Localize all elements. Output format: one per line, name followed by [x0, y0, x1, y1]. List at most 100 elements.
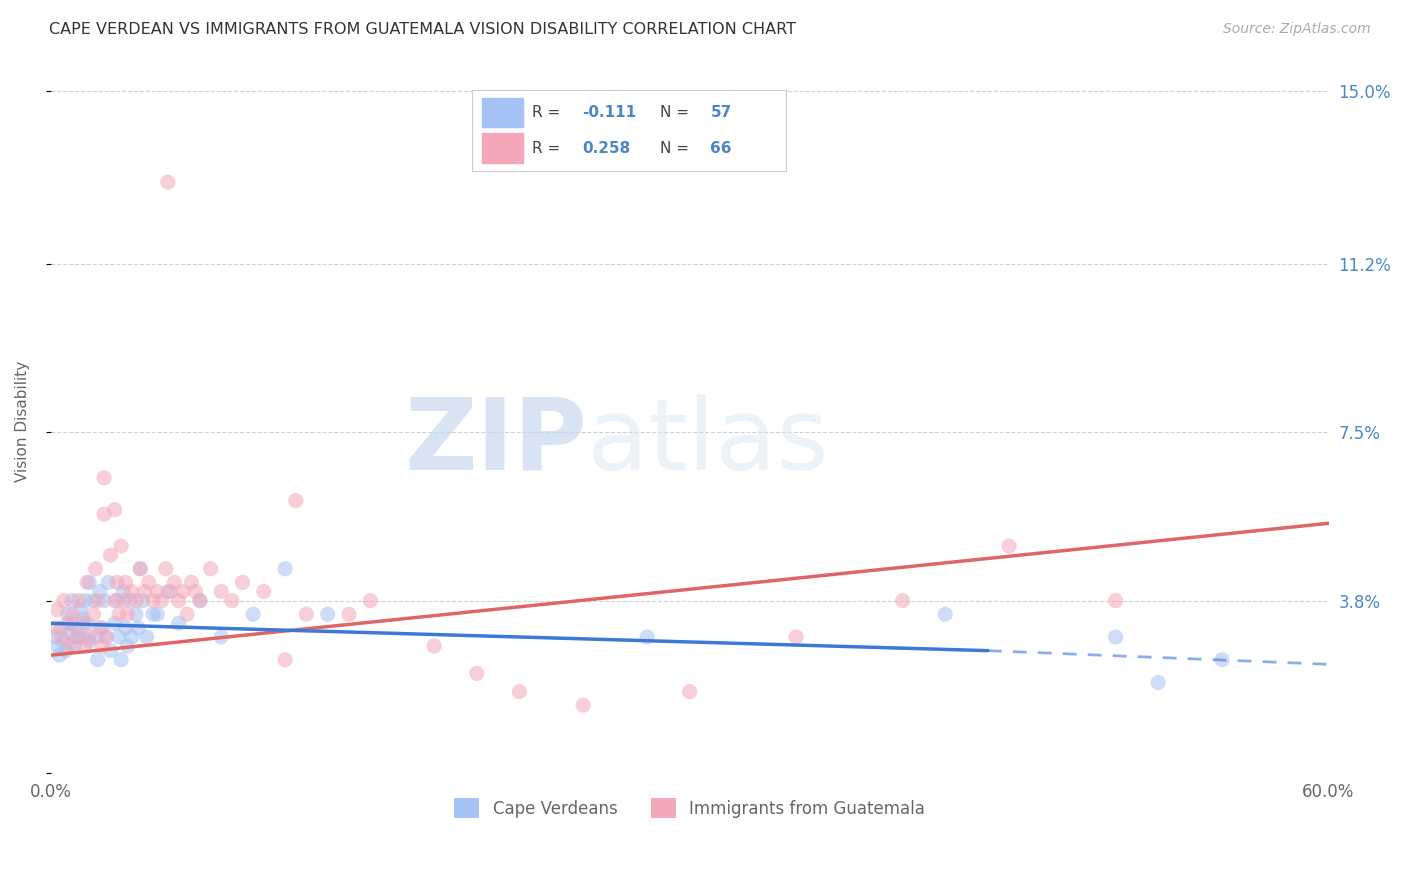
- Point: [82, 593, 104, 607]
- Point: [188, 593, 211, 607]
- Point: [508, 684, 530, 698]
- Point: [60, 616, 83, 631]
- Point: [91, 639, 114, 653]
- Point: [97, 575, 120, 590]
- Point: [84, 630, 107, 644]
- Point: [112, 584, 135, 599]
- Point: [1211, 653, 1233, 667]
- Point: [316, 607, 339, 622]
- Point: [163, 575, 186, 590]
- Point: [129, 562, 152, 576]
- Point: [108, 607, 131, 622]
- Point: [253, 584, 276, 599]
- Point: [60, 607, 83, 622]
- Point: [785, 630, 807, 644]
- Point: [56, 607, 79, 622]
- Point: [142, 593, 165, 607]
- Point: [44, 630, 66, 644]
- Point: [146, 607, 169, 622]
- Text: Source: ZipAtlas.com: Source: ZipAtlas.com: [1223, 22, 1371, 37]
- Point: [121, 584, 143, 599]
- Point: [76, 616, 98, 631]
- Point: [46, 603, 69, 617]
- Point: [59, 625, 82, 640]
- Point: [96, 630, 118, 644]
- Point: [51, 630, 73, 644]
- Point: [284, 493, 307, 508]
- Point: [167, 593, 190, 607]
- Point: [100, 643, 122, 657]
- Point: [91, 621, 114, 635]
- Point: [77, 630, 100, 644]
- Point: [636, 630, 658, 644]
- Point: [156, 584, 179, 599]
- Point: [86, 593, 108, 607]
- Point: [295, 607, 318, 622]
- Point: [77, 634, 100, 648]
- Point: [44, 621, 66, 635]
- Point: [121, 630, 143, 644]
- Point: [135, 630, 157, 644]
- Point: [89, 621, 111, 635]
- Text: ZIP: ZIP: [405, 393, 588, 491]
- Point: [998, 539, 1021, 553]
- Point: [1104, 630, 1126, 644]
- Point: [176, 607, 198, 622]
- Point: [465, 666, 488, 681]
- Point: [891, 593, 914, 607]
- Point: [93, 471, 115, 485]
- Point: [65, 621, 87, 635]
- Point: [52, 634, 75, 648]
- Point: [82, 607, 104, 622]
- Point: [159, 584, 181, 599]
- Point: [77, 575, 100, 590]
- Point: [60, 593, 83, 607]
- Point: [200, 562, 222, 576]
- Point: [100, 548, 122, 562]
- Point: [125, 607, 148, 622]
- Point: [1147, 675, 1170, 690]
- Text: CAPE VERDEAN VS IMMIGRANTS FROM GUATEMALA VISION DISABILITY CORRELATION CHART: CAPE VERDEAN VS IMMIGRANTS FROM GUATEMAL…: [49, 22, 796, 37]
- Point: [59, 639, 82, 653]
- Point: [274, 562, 297, 576]
- Point: [359, 593, 381, 607]
- Point: [112, 593, 135, 607]
- Point: [55, 643, 77, 657]
- Point: [167, 616, 190, 631]
- Point: [155, 562, 177, 576]
- Point: [129, 562, 152, 576]
- Point: [96, 630, 118, 644]
- Point: [337, 607, 360, 622]
- Y-axis label: Vision Disability: Vision Disability: [15, 360, 30, 482]
- Point: [131, 593, 153, 607]
- Point: [52, 593, 75, 607]
- Point: [242, 607, 264, 622]
- Point: [423, 639, 446, 653]
- Point: [117, 607, 139, 622]
- Point: [76, 575, 98, 590]
- Point: [156, 175, 179, 189]
- Point: [231, 575, 253, 590]
- Point: [108, 630, 131, 644]
- Point: [125, 593, 148, 607]
- Point: [184, 584, 207, 599]
- Point: [86, 653, 108, 667]
- Point: [69, 603, 91, 617]
- Point: [89, 584, 111, 599]
- Point: [221, 593, 243, 607]
- Legend: Cape Verdeans, Immigrants from Guatemala: Cape Verdeans, Immigrants from Guatemala: [447, 791, 932, 825]
- Point: [679, 684, 702, 698]
- Point: [572, 698, 595, 713]
- Point: [138, 575, 160, 590]
- Point: [134, 584, 156, 599]
- Point: [72, 616, 94, 631]
- Point: [209, 630, 232, 644]
- Point: [934, 607, 956, 622]
- Point: [110, 653, 132, 667]
- Point: [114, 621, 136, 635]
- Point: [67, 593, 90, 607]
- Point: [84, 562, 107, 576]
- Point: [104, 502, 127, 516]
- Text: atlas: atlas: [588, 393, 830, 491]
- Point: [46, 639, 69, 653]
